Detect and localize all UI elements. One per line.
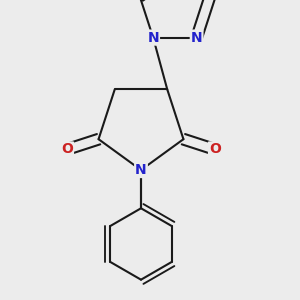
Text: O: O [209, 142, 221, 156]
Text: O: O [61, 142, 73, 156]
Text: N: N [147, 31, 159, 45]
Text: N: N [135, 163, 147, 177]
Text: N: N [191, 31, 203, 45]
